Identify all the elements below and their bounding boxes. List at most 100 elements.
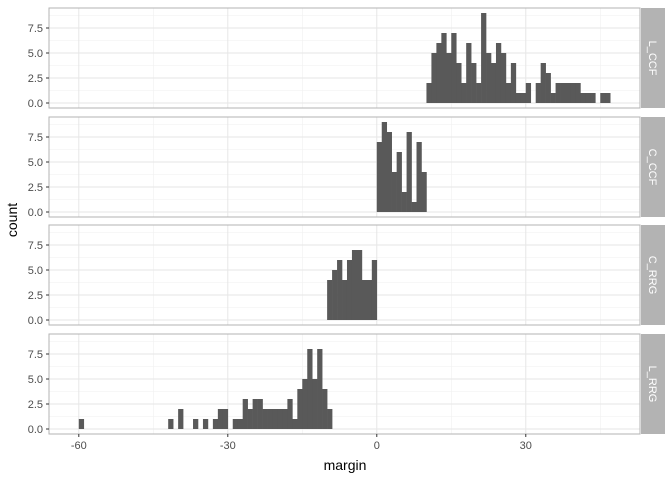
panel-background	[49, 334, 640, 434]
y-tick-label: 5.0	[28, 374, 43, 386]
histogram-bar	[317, 349, 323, 429]
histogram-bar	[540, 63, 546, 103]
y-tick-label: 2.5	[28, 399, 43, 411]
histogram-bar	[337, 260, 343, 320]
histogram-bar	[401, 192, 407, 212]
histogram-bar	[515, 93, 522, 103]
y-tick-label: 0.0	[28, 315, 43, 327]
histogram-bar	[252, 399, 258, 429]
histogram-bar	[411, 202, 417, 212]
histogram-bar	[312, 379, 318, 429]
histogram-bar	[342, 280, 348, 320]
histogram-bar	[570, 83, 576, 103]
x-axis: -60 -30 0 30	[71, 434, 532, 452]
histogram-bar	[500, 53, 507, 103]
facet-strip	[641, 334, 665, 434]
y-tick-label: 7.5	[28, 349, 43, 361]
histogram-bar	[466, 43, 472, 103]
histogram-bar	[332, 270, 338, 320]
y-axis-title: count	[4, 203, 20, 237]
x-tick-label: -60	[71, 440, 87, 452]
panel-border	[48, 116, 641, 218]
histogram-bar	[272, 409, 278, 429]
histogram-bar	[78, 419, 85, 429]
histogram-bar	[391, 172, 397, 212]
histogram-bar	[376, 142, 383, 212]
histogram-bar	[471, 63, 477, 103]
facet-strip-label: C_CCF	[646, 149, 658, 186]
histogram-bar	[217, 409, 224, 429]
y-tick-label: 0.0	[28, 207, 43, 219]
histogram-bar	[297, 389, 303, 429]
histogram-bar	[550, 93, 556, 103]
histogram-bar	[371, 260, 378, 320]
y-tick-label: 5.0	[28, 265, 43, 277]
y-tick-label: 7.5	[28, 23, 43, 35]
histogram-bar	[327, 280, 333, 320]
y-tick-label: 5.0	[28, 48, 43, 60]
facet-strip-label: C_RRG	[646, 256, 658, 295]
y-tick-label: 0.0	[28, 424, 43, 436]
y-tick-label: 7.5	[28, 240, 43, 252]
histogram-bar	[461, 83, 467, 103]
histogram-bar	[351, 250, 358, 320]
facet-panel-l-rrg: 0.0 2.5 5.0 7.5 L_RRG	[28, 333, 665, 436]
histogram-bar	[431, 53, 437, 103]
histogram-bar	[202, 419, 209, 429]
histogram-bar	[267, 409, 273, 429]
facet-panel-l-ccf: 0.0 2.5 5.0 7.5 L_CCF	[28, 7, 665, 110]
facet-strip-label: L_CCF	[646, 41, 658, 76]
histogram-bar	[242, 399, 248, 429]
histogram-bar	[565, 83, 571, 103]
histogram-bar	[560, 83, 566, 103]
histogram-bar	[178, 409, 184, 429]
histogram-bar	[232, 419, 239, 429]
histogram-bar	[590, 93, 596, 103]
histogram-bar	[381, 122, 388, 212]
histogram-bar	[575, 83, 581, 103]
y-tick-label: 5.0	[28, 157, 43, 169]
panel-background	[49, 117, 640, 217]
histogram-bar	[491, 63, 497, 103]
histogram-bar	[600, 93, 606, 103]
histogram-bar	[262, 409, 268, 429]
histogram-bar	[193, 419, 199, 429]
histogram-bar	[386, 132, 392, 212]
histogram-bar	[505, 83, 512, 103]
y-tick-label: 0.0	[28, 98, 43, 110]
histogram-bar	[361, 280, 368, 320]
histogram-bar	[520, 93, 527, 103]
histogram-bar	[481, 13, 487, 103]
facet-strip	[641, 8, 665, 108]
x-axis-title: margin	[324, 457, 367, 473]
histogram-bar	[406, 132, 412, 212]
y-tick-label: 2.5	[28, 73, 43, 85]
facet-strip	[641, 225, 665, 325]
histogram-bar	[426, 83, 432, 103]
histogram-bar	[346, 260, 353, 320]
histogram-bar	[277, 409, 283, 429]
histogram-bar	[451, 33, 457, 103]
histogram-bar	[287, 399, 293, 429]
histogram-bar	[237, 419, 243, 429]
panel-border	[48, 7, 641, 109]
histogram-bar	[555, 83, 561, 103]
histogram-bar	[441, 33, 447, 103]
histogram-bar	[545, 73, 551, 103]
histogram-bar	[168, 419, 174, 429]
histogram-bar	[222, 409, 229, 429]
histogram-bar	[257, 399, 263, 429]
histogram-bar	[416, 142, 422, 212]
histogram-bar	[307, 349, 313, 429]
histogram-bar	[525, 83, 532, 103]
histogram-bar	[585, 93, 591, 103]
facet-panel-c-rrg: 0.0 2.5 5.0 7.5 C_RRG	[28, 224, 665, 327]
histogram-bar	[535, 83, 541, 103]
histogram-bar	[212, 419, 219, 429]
histogram-bar	[327, 409, 333, 429]
histogram-bar	[396, 152, 402, 212]
x-tick-label: 30	[520, 440, 532, 452]
histogram-bar	[322, 389, 328, 429]
histogram-bar	[510, 63, 517, 103]
